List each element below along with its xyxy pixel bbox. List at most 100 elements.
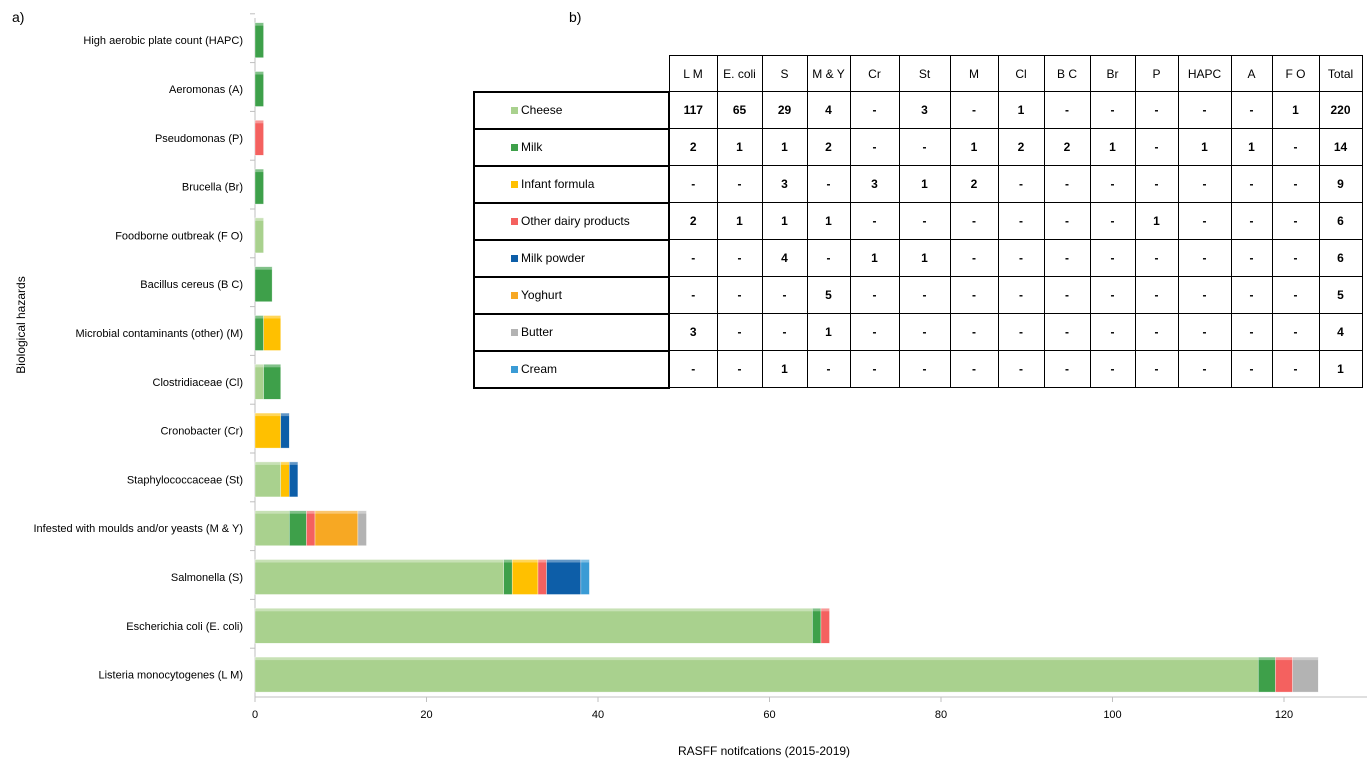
table-cell: -	[1177, 91, 1232, 129]
bar-segment	[280, 461, 290, 498]
table-row: Infant formula - -3-3 1 2- - - - - - -9	[473, 164, 1363, 204]
table-cell: 2	[668, 128, 718, 166]
table-cell: -	[1177, 202, 1232, 240]
table-cell: -	[668, 165, 718, 203]
bar-highlight	[512, 559, 538, 563]
table-cell: -	[997, 165, 1045, 203]
table-cell: -	[1043, 91, 1091, 129]
legend-swatch	[511, 107, 518, 115]
table-row-label: Milk powder	[473, 238, 670, 278]
y-tick-label: Cronobacter (Cr)	[160, 426, 243, 438]
table-column-header: E. coli	[716, 55, 763, 92]
bar-highlight	[255, 510, 290, 514]
table-cell: 65	[716, 91, 763, 129]
table-row-label: Milk	[473, 127, 670, 167]
table-body: Cheese 117 65 29 4-3-1- - - - -1 220 Milk 2 1 1 2- -1 2 2…	[473, 90, 1363, 389]
legend-swatch	[511, 366, 518, 374]
table-cell: 1	[1271, 91, 1320, 129]
table-cell: -	[1271, 202, 1320, 240]
bar-highlight	[280, 461, 290, 465]
y-axis-title: Biological hazards	[14, 276, 28, 374]
bar-segment	[288, 510, 307, 547]
bar-highlight	[289, 461, 298, 465]
table-cell: -	[716, 276, 763, 314]
table-cell: 14	[1318, 128, 1363, 166]
y-tick-label: Staphylococcaceae (St)	[127, 474, 243, 486]
table-cell: -	[668, 276, 718, 314]
legend-swatch	[511, 329, 518, 337]
bar-segment	[546, 559, 582, 595]
bar-highlight	[255, 266, 273, 270]
table-row: Cream - -1- - - - - - - - - - -1	[473, 349, 1363, 389]
table-column-header: Cr	[849, 55, 900, 92]
table-column-header: L M	[668, 55, 718, 92]
table-column-header: HAPC	[1177, 55, 1232, 92]
table-cell: -	[806, 350, 851, 388]
table-cell: 1	[1134, 202, 1179, 240]
table-cell: -	[898, 313, 951, 351]
table-cell: 3	[761, 165, 808, 203]
table-cell: -	[1089, 276, 1136, 314]
table-cell: -	[1134, 350, 1179, 388]
bar-segment	[254, 559, 504, 595]
table-cell: -	[1271, 313, 1320, 351]
table-cell: -	[898, 276, 951, 314]
table-cell: -	[668, 350, 718, 388]
bar-segment	[254, 656, 1259, 693]
table-header-row: L M E. coli S M & Y Cr St M Cl B C Br P HAPC A F O Tot…	[474, 55, 1363, 92]
bar-segment	[537, 559, 547, 595]
table-cell: -	[1089, 91, 1136, 129]
bar-highlight	[255, 657, 1259, 661]
bar-highlight	[580, 559, 590, 563]
table-cell: 1	[898, 165, 951, 203]
table-cell: -	[1134, 239, 1179, 277]
table-cell: 1	[716, 128, 763, 166]
bar-segment	[254, 363, 264, 400]
bar-highlight	[546, 559, 581, 563]
table-cell: 6	[1318, 239, 1363, 277]
table-column-header: M & Y	[806, 55, 851, 92]
x-tick-label: 20	[420, 709, 432, 721]
bar-segment	[503, 559, 513, 595]
table-column-header: Total	[1318, 55, 1363, 92]
bar-segment	[254, 120, 264, 156]
legend-swatch	[511, 144, 518, 152]
table-row: Yoghurt - - -5- - - - - - - - - -5	[473, 275, 1363, 315]
x-tick-label: 0	[252, 709, 258, 721]
y-tick-label: Salmonella (S)	[171, 572, 243, 584]
bar-highlight	[289, 510, 307, 514]
table-cell: 2	[668, 202, 718, 240]
table-cell: -	[1134, 91, 1179, 129]
table-cell: -	[1134, 276, 1179, 314]
table-cell: -	[1271, 350, 1320, 388]
table-cell: -	[1271, 239, 1320, 277]
bar-segment	[254, 412, 282, 449]
table-cell: -	[949, 239, 999, 277]
bar-segment	[1292, 656, 1319, 693]
table-cell: -	[949, 350, 999, 388]
table-cell: -	[849, 91, 900, 129]
table-cell: 4	[761, 239, 808, 277]
table-cell: -	[1177, 239, 1232, 277]
bar-highlight	[263, 315, 281, 319]
table-cell: 3	[668, 313, 718, 351]
bar-segment	[254, 266, 273, 303]
y-tick-label: Infested with moulds and/or yeasts (M & …	[34, 523, 244, 535]
table-cell: -	[1089, 313, 1136, 351]
bar-segment	[254, 607, 813, 644]
bar-highlight	[255, 413, 281, 417]
table-cell: -	[1043, 313, 1091, 351]
table-cell: 1	[898, 239, 951, 277]
table-cell: -	[761, 276, 808, 314]
bar-segment	[1257, 656, 1276, 693]
table-cell: -	[1134, 128, 1179, 166]
table-row: Butter 3- -1- - - - - - - - - -4	[473, 312, 1363, 352]
table-cell: -	[1043, 350, 1091, 388]
table-column-header: Cl	[997, 55, 1045, 92]
bar-segment	[580, 559, 590, 595]
table-cell: 117	[668, 91, 718, 129]
bar-highlight	[537, 559, 547, 563]
bar-segment	[263, 315, 282, 351]
table-cell: -	[949, 91, 999, 129]
bar-segment	[254, 315, 264, 351]
